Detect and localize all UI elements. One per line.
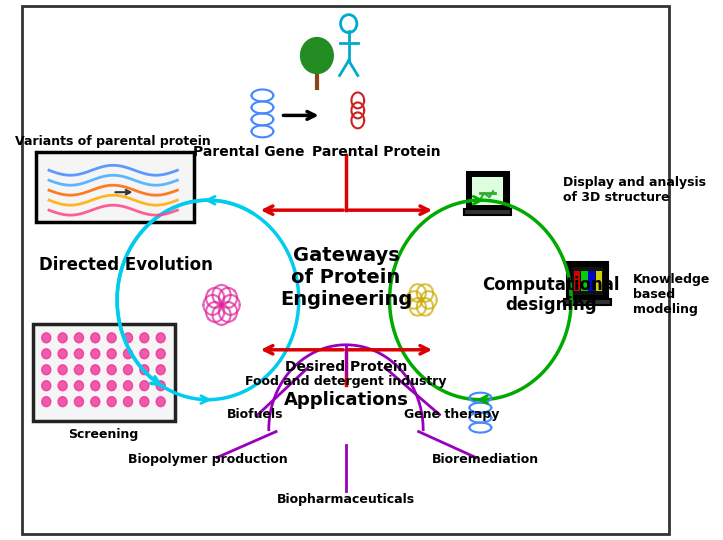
FancyBboxPatch shape <box>581 271 588 291</box>
Circle shape <box>42 397 51 407</box>
FancyBboxPatch shape <box>572 267 603 295</box>
Circle shape <box>140 381 149 390</box>
Circle shape <box>107 333 116 343</box>
Circle shape <box>140 333 149 343</box>
Text: Bioremediation: Bioremediation <box>432 453 539 466</box>
Circle shape <box>74 381 83 390</box>
Circle shape <box>58 333 67 343</box>
FancyBboxPatch shape <box>467 172 508 210</box>
Circle shape <box>91 333 100 343</box>
Text: Desired Protein: Desired Protein <box>285 360 407 374</box>
Circle shape <box>74 364 83 375</box>
Circle shape <box>58 397 67 407</box>
Circle shape <box>124 333 132 343</box>
Circle shape <box>140 364 149 375</box>
Text: Gene therapy: Gene therapy <box>403 408 499 421</box>
Circle shape <box>124 381 132 390</box>
Circle shape <box>301 38 333 73</box>
FancyBboxPatch shape <box>574 271 581 291</box>
FancyBboxPatch shape <box>464 209 511 215</box>
Circle shape <box>58 349 67 359</box>
Circle shape <box>107 364 116 375</box>
FancyBboxPatch shape <box>36 152 194 222</box>
Circle shape <box>156 333 166 343</box>
Text: Knowledge
based
modeling: Knowledge based modeling <box>633 273 711 316</box>
Circle shape <box>140 349 149 359</box>
Circle shape <box>58 364 67 375</box>
FancyBboxPatch shape <box>596 271 602 291</box>
Circle shape <box>156 397 166 407</box>
Circle shape <box>74 397 83 407</box>
Circle shape <box>42 333 51 343</box>
FancyBboxPatch shape <box>589 271 595 291</box>
Circle shape <box>156 364 166 375</box>
Text: Parental Protein: Parental Protein <box>312 145 440 159</box>
Text: Food and detergent industry: Food and detergent industry <box>245 375 447 388</box>
Circle shape <box>156 349 166 359</box>
Circle shape <box>91 349 100 359</box>
Circle shape <box>74 349 83 359</box>
FancyBboxPatch shape <box>567 262 609 300</box>
Text: Applications: Applications <box>283 390 408 409</box>
Text: Gateways
of Protein
Engineering: Gateways of Protein Engineering <box>280 246 412 309</box>
FancyBboxPatch shape <box>564 299 611 305</box>
Text: Screening: Screening <box>69 428 139 441</box>
Text: Variants of parental protein: Variants of parental protein <box>14 136 210 148</box>
Circle shape <box>124 397 132 407</box>
Circle shape <box>156 381 166 390</box>
Circle shape <box>124 349 132 359</box>
Circle shape <box>42 381 51 390</box>
Circle shape <box>91 397 100 407</box>
Circle shape <box>58 381 67 390</box>
Circle shape <box>107 397 116 407</box>
Text: Parental Gene: Parental Gene <box>193 145 304 159</box>
Circle shape <box>107 349 116 359</box>
Text: Directed Evolution: Directed Evolution <box>39 256 213 274</box>
Circle shape <box>140 397 149 407</box>
Text: Biofuels: Biofuels <box>227 408 283 421</box>
FancyBboxPatch shape <box>33 324 175 421</box>
Circle shape <box>42 364 51 375</box>
FancyBboxPatch shape <box>472 177 503 205</box>
Circle shape <box>124 364 132 375</box>
Text: Biopharmaceuticals: Biopharmaceuticals <box>277 493 415 506</box>
Text: Computational
designing: Computational designing <box>482 275 620 314</box>
Circle shape <box>74 333 83 343</box>
Text: Display and analysis
of 3D structure: Display and analysis of 3D structure <box>563 176 706 204</box>
Circle shape <box>107 381 116 390</box>
Circle shape <box>42 349 51 359</box>
Circle shape <box>91 381 100 390</box>
Text: Biopolymer production: Biopolymer production <box>128 453 288 466</box>
Circle shape <box>91 364 100 375</box>
